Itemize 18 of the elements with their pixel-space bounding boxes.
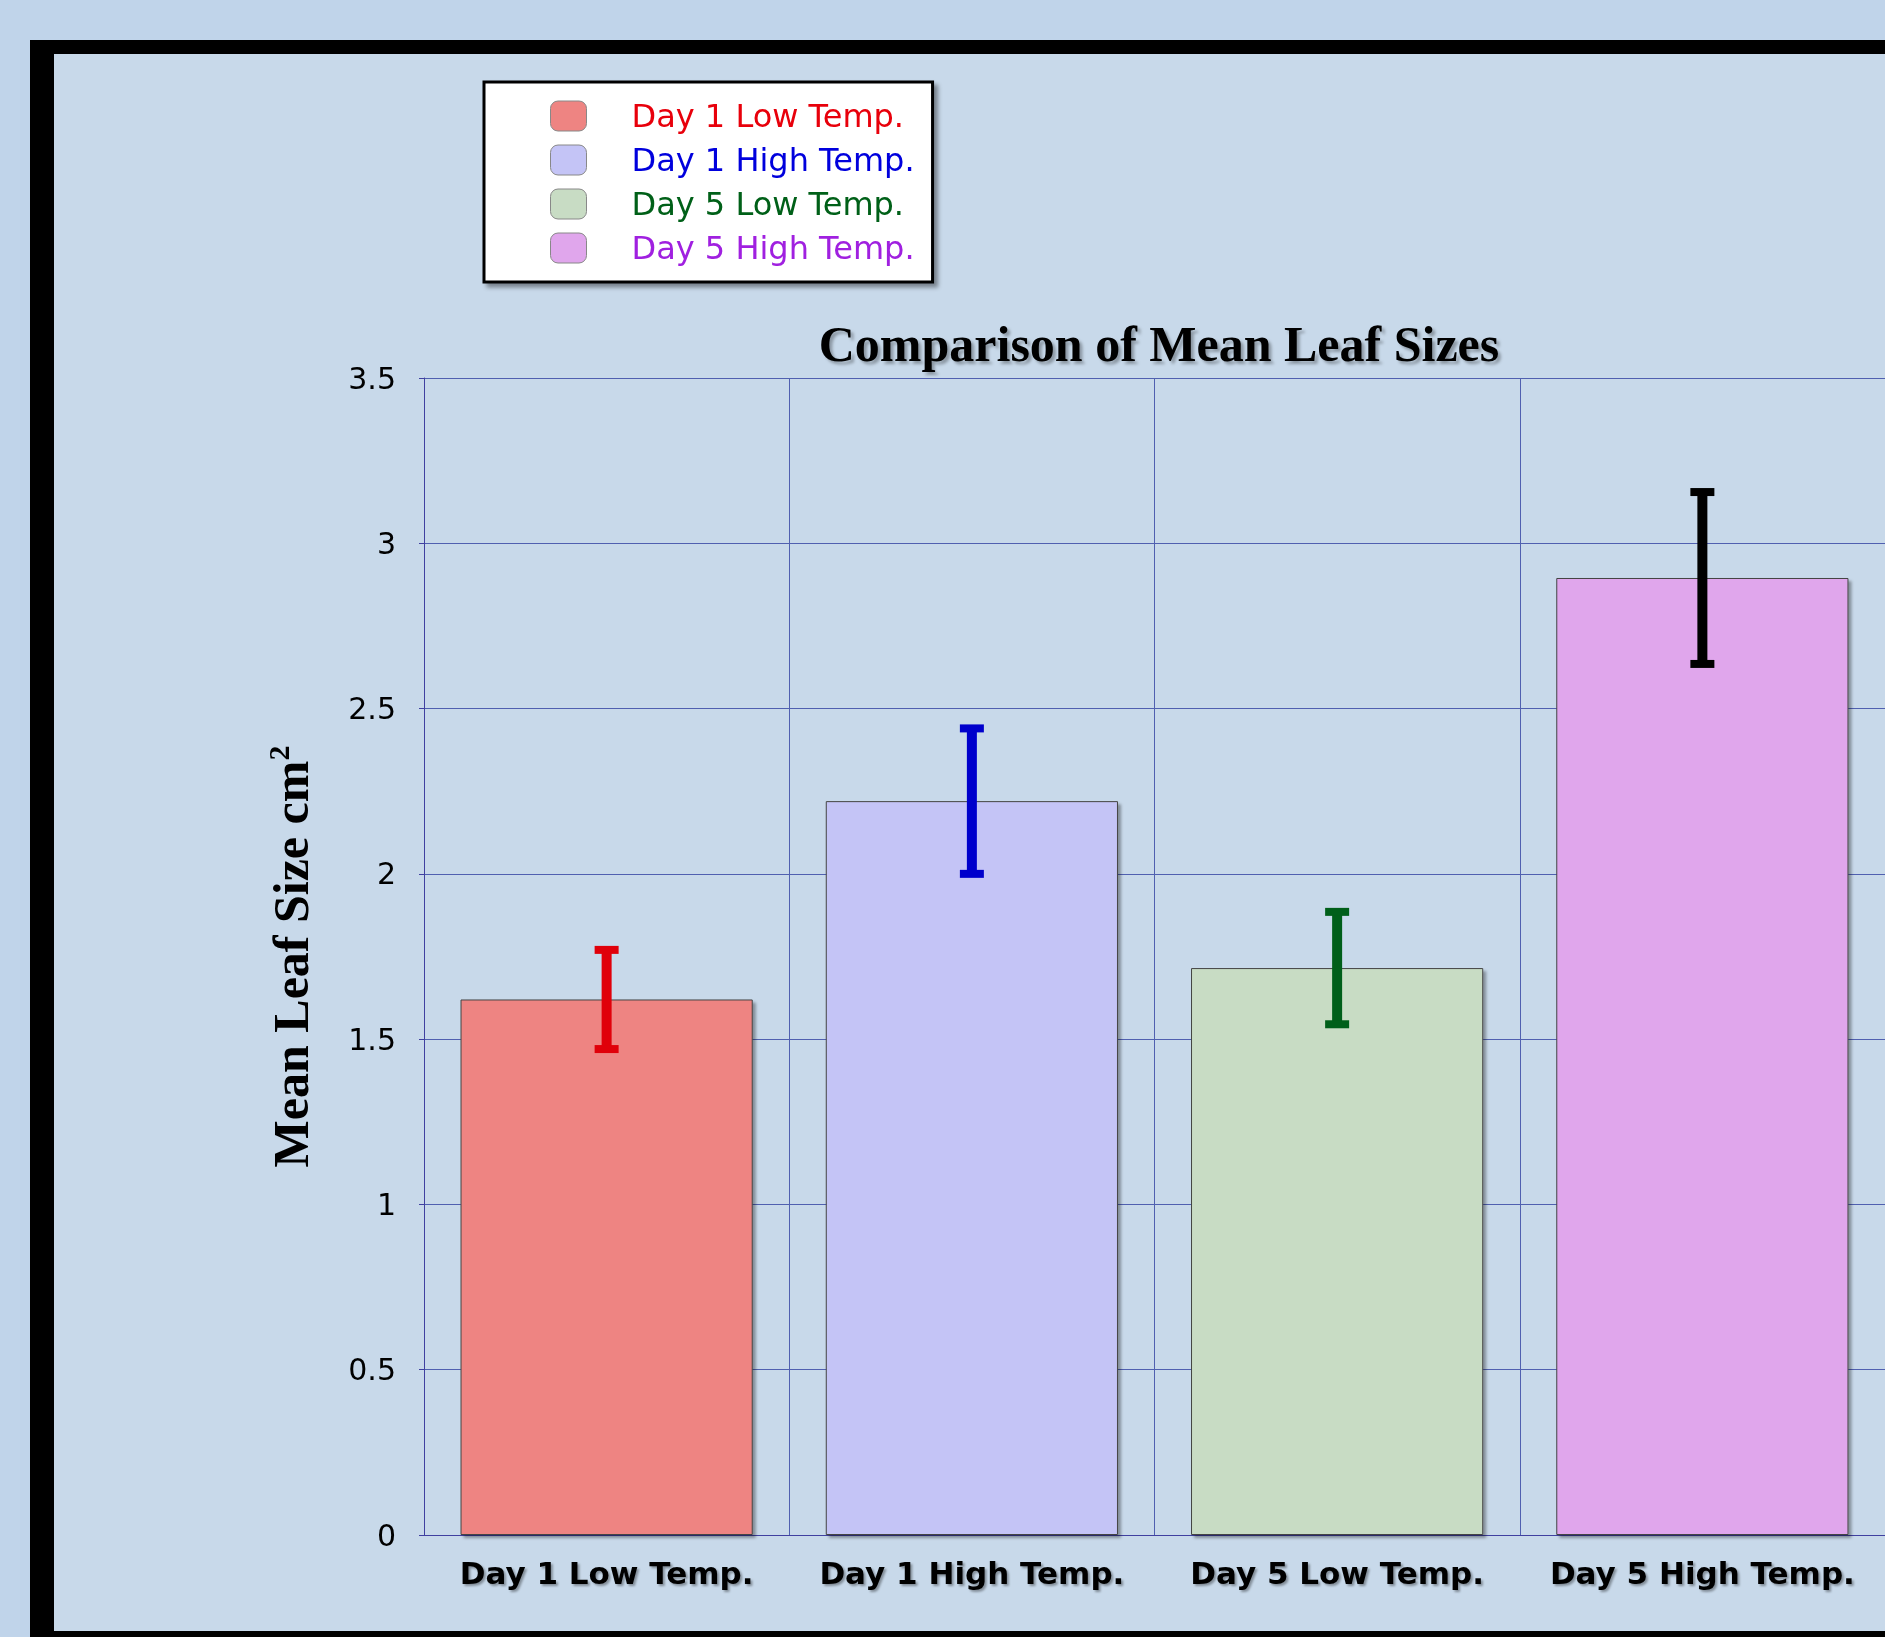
y-axis-title: Mean Leaf Size cm2 — [261, 745, 319, 1168]
y-tick-label: 0 — [376, 1517, 396, 1553]
chart-title: Comparison of Mean Leaf Sizes — [818, 316, 1500, 372]
x-tick-label: Day 1 High Temp. — [819, 1554, 1125, 1591]
y-tick-label: 2 — [376, 856, 396, 892]
x-tick-label: Day 5 High Temp. — [1549, 1554, 1855, 1591]
y-tick-label: 1 — [376, 1186, 396, 1222]
x-tick-label: Day 1 Low Temp. — [459, 1554, 754, 1591]
y-tick-label: 0.5 — [348, 1352, 396, 1388]
y-tick-label: 3 — [376, 525, 396, 561]
legend-label: Day 1 High Temp. — [631, 141, 915, 179]
y-tick-label: 1.5 — [348, 1021, 396, 1057]
legend-label: Day 5 Low Temp. — [631, 185, 905, 223]
y-tick-label: 2.5 — [348, 691, 396, 727]
x-tick-label: Day 5 Low Temp. — [1190, 1554, 1485, 1591]
legend-label: Day 5 High Temp. — [631, 229, 915, 267]
y-tick-label: 3.5 — [348, 360, 396, 396]
legend-label: Day 1 Low Temp. — [631, 97, 905, 135]
